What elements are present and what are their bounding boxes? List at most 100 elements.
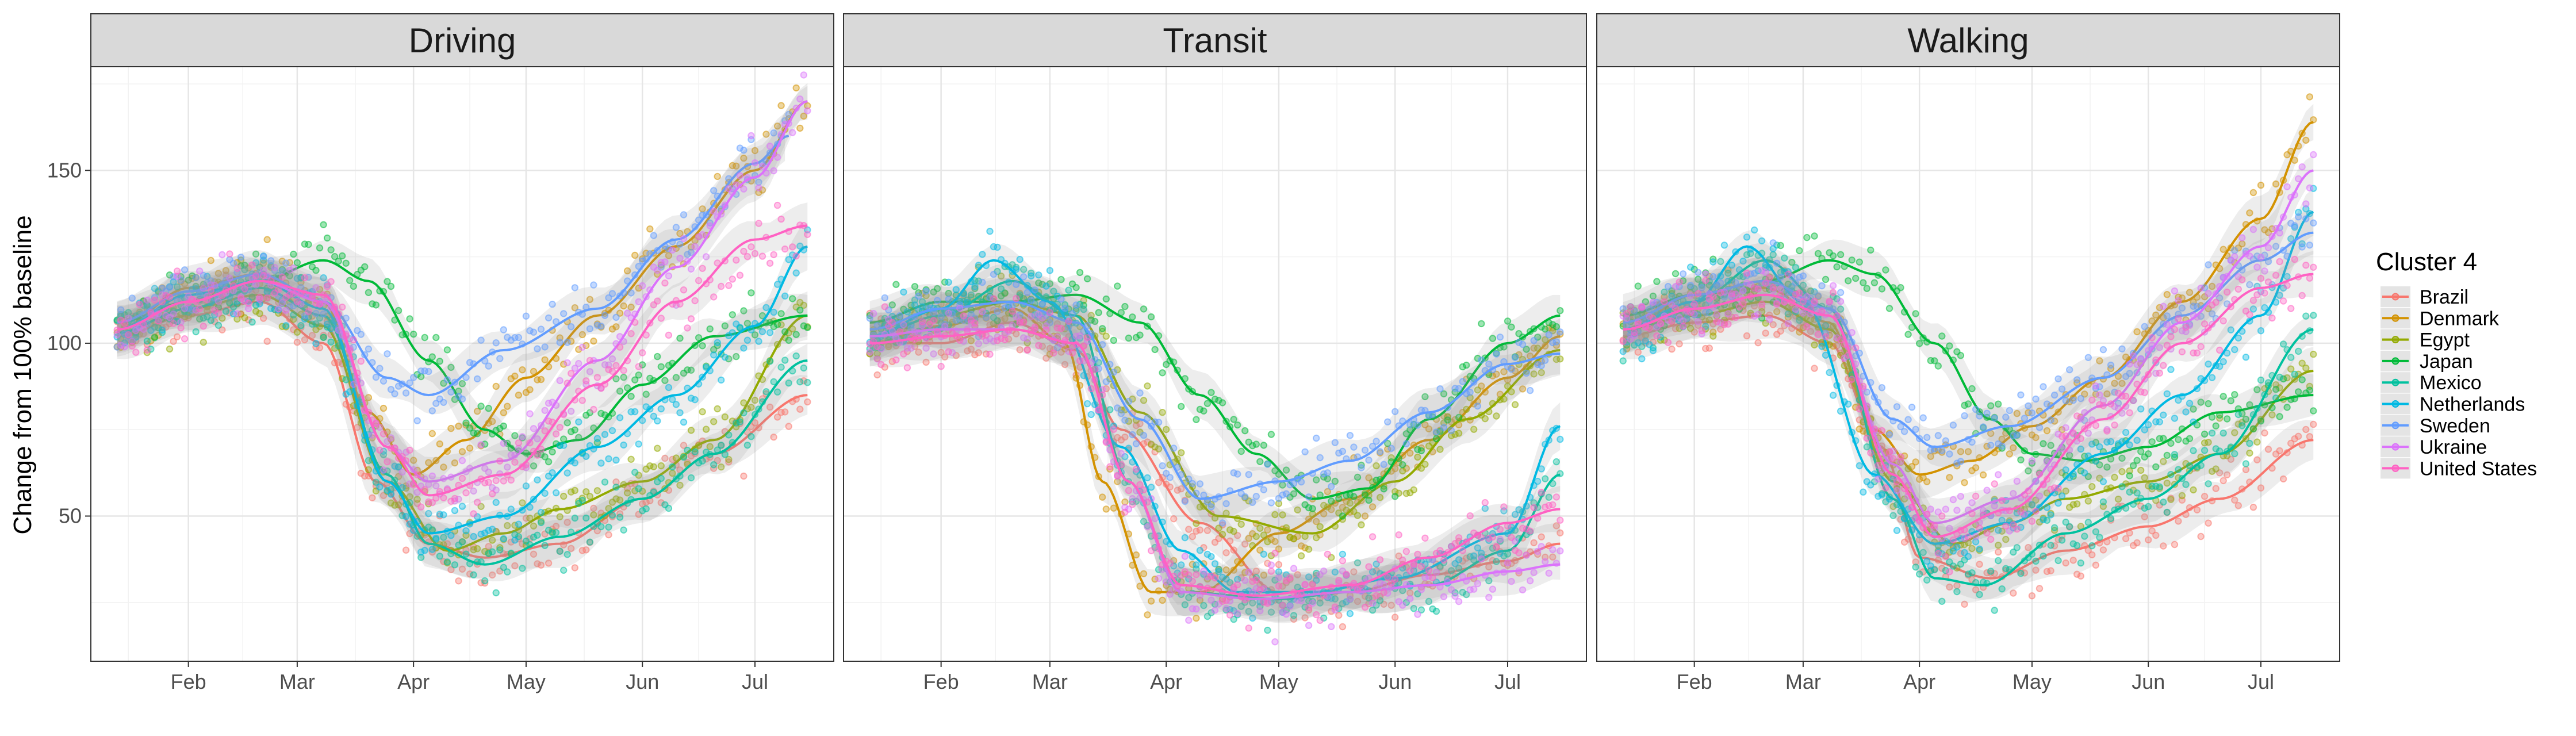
data-point bbox=[552, 529, 560, 536]
data-point bbox=[1384, 573, 1392, 581]
data-point bbox=[1339, 557, 1347, 565]
data-point bbox=[2257, 181, 2265, 189]
data-point bbox=[1399, 461, 1406, 469]
data-point bbox=[590, 281, 597, 289]
data-point bbox=[1121, 416, 1129, 424]
data-point bbox=[1769, 245, 1777, 252]
data-point bbox=[541, 356, 549, 363]
data-point bbox=[1949, 496, 1957, 504]
data-point bbox=[933, 328, 941, 336]
data-point bbox=[2242, 466, 2250, 473]
data-point bbox=[601, 431, 609, 438]
data-point bbox=[1845, 277, 1852, 285]
data-point bbox=[1159, 596, 1166, 604]
data-point bbox=[447, 424, 455, 432]
data-point bbox=[1102, 439, 1110, 446]
data-point bbox=[729, 275, 737, 283]
data-point bbox=[447, 388, 455, 396]
data-point bbox=[515, 520, 523, 528]
facet-title: Transit bbox=[1163, 21, 1267, 60]
data-point bbox=[676, 240, 684, 248]
data-point bbox=[1316, 454, 1324, 462]
data-point bbox=[455, 577, 462, 585]
data-point bbox=[2040, 383, 2047, 390]
data-point bbox=[1912, 458, 1919, 466]
data-point bbox=[1245, 624, 1252, 632]
data-point bbox=[1845, 400, 1852, 408]
data-point bbox=[214, 321, 223, 329]
data-point bbox=[492, 339, 500, 347]
data-point bbox=[237, 295, 245, 302]
data-point bbox=[900, 288, 907, 296]
data-point bbox=[2283, 183, 2291, 190]
data-point bbox=[151, 285, 159, 292]
data-point bbox=[2092, 528, 2100, 535]
data-point bbox=[2171, 540, 2179, 549]
data-point bbox=[2264, 446, 2272, 453]
data-point bbox=[1916, 340, 1923, 347]
data-point bbox=[1170, 444, 1178, 452]
data-point bbox=[804, 107, 811, 114]
data-point bbox=[1290, 565, 1298, 572]
data-point bbox=[2302, 312, 2310, 320]
data-point bbox=[1631, 328, 1638, 336]
data-point bbox=[718, 376, 725, 384]
data-point bbox=[1542, 356, 1549, 364]
data-point bbox=[646, 225, 654, 233]
data-point bbox=[2276, 447, 2283, 455]
data-point bbox=[1964, 553, 1972, 560]
data-point bbox=[1301, 581, 1309, 589]
data-point bbox=[1946, 474, 1953, 481]
data-point bbox=[260, 253, 267, 260]
data-point bbox=[2283, 404, 2291, 411]
data-point bbox=[1664, 283, 1672, 290]
smooth-line bbox=[117, 293, 808, 552]
data-point bbox=[2028, 592, 2036, 600]
data-point bbox=[290, 311, 297, 319]
data-point bbox=[541, 453, 549, 461]
data-point bbox=[1863, 285, 1871, 292]
data-point bbox=[500, 439, 507, 447]
data-point bbox=[489, 490, 496, 498]
data-point bbox=[1421, 534, 1429, 542]
data-point bbox=[2246, 252, 2253, 260]
data-point bbox=[1046, 267, 1054, 274]
data-point bbox=[1414, 421, 1421, 429]
data-point bbox=[710, 461, 718, 469]
data-point bbox=[147, 327, 155, 334]
data-point bbox=[2257, 327, 2265, 335]
data-point bbox=[986, 350, 994, 358]
data-point bbox=[1339, 512, 1347, 520]
data-point bbox=[1125, 398, 1133, 405]
data-point bbox=[796, 306, 804, 314]
confidence-band bbox=[117, 278, 808, 579]
data-point bbox=[777, 310, 785, 317]
data-point bbox=[1305, 546, 1313, 553]
data-point bbox=[500, 326, 507, 334]
data-point bbox=[361, 263, 369, 271]
confidence-band bbox=[117, 239, 808, 473]
data-point bbox=[800, 364, 808, 372]
data-point bbox=[256, 310, 263, 317]
data-point bbox=[365, 394, 373, 401]
data-point bbox=[1001, 336, 1009, 344]
data-point bbox=[1305, 493, 1313, 501]
data-point bbox=[432, 534, 440, 542]
data-point bbox=[260, 272, 267, 279]
data-point bbox=[2035, 585, 2044, 592]
data-point bbox=[676, 481, 684, 489]
data-point bbox=[945, 296, 952, 303]
data-point bbox=[608, 511, 616, 519]
data-point bbox=[458, 448, 466, 455]
data-point bbox=[2220, 358, 2227, 366]
data-point bbox=[1335, 611, 1343, 619]
data-point bbox=[181, 335, 189, 343]
data-point bbox=[2092, 457, 2100, 465]
data-point bbox=[1538, 362, 1545, 370]
data-point bbox=[1200, 407, 1208, 415]
data-point bbox=[1110, 336, 1118, 344]
data-point bbox=[549, 448, 556, 456]
data-point bbox=[740, 185, 747, 193]
data-point bbox=[350, 336, 357, 344]
data-point bbox=[406, 499, 413, 507]
